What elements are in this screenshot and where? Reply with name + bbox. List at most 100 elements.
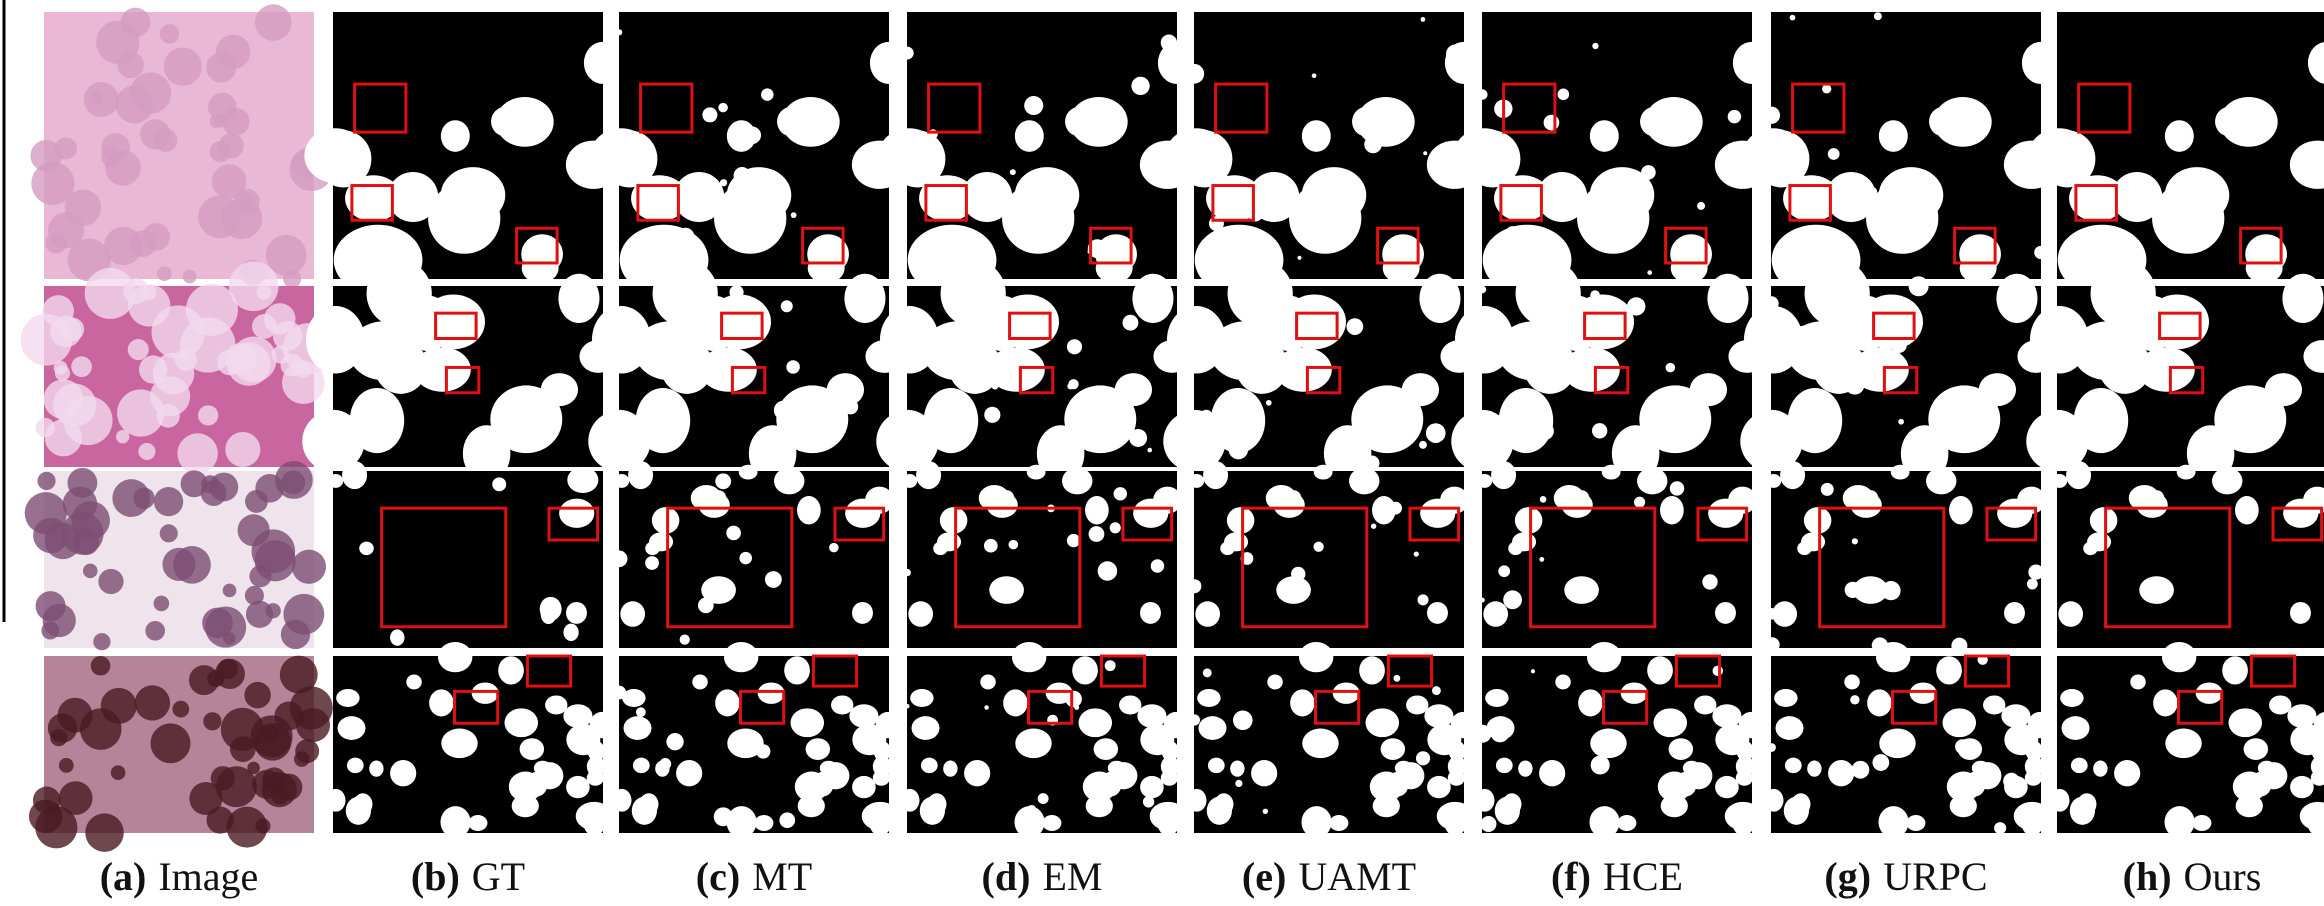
mask-blob: [1420, 499, 1455, 528]
mask-blob: [1485, 689, 1508, 707]
mask-bg: [619, 471, 889, 648]
mask-blob: [583, 810, 605, 836]
mask-blob: [1936, 656, 1962, 684]
mask-blob: [1483, 601, 1508, 627]
noise-blob: [1845, 582, 1861, 598]
noise-blob: [1501, 322, 1507, 328]
tissue-blob: [55, 137, 77, 159]
noise-blob: [1419, 441, 1427, 449]
noise-blob: [1850, 695, 1859, 704]
mask-blob: [1694, 695, 1716, 714]
mask-blob: [1015, 120, 1044, 152]
tissue-blob: [44, 379, 84, 419]
caption-label: URPC: [1883, 854, 1988, 899]
tissue-blob: [255, 819, 270, 834]
noise-blob: [1506, 410, 1511, 415]
noise-blob: [1796, 326, 1809, 339]
noise-blob: [611, 551, 628, 568]
tissue-blob: [67, 468, 97, 498]
noise-blob: [1670, 481, 1684, 495]
mask-blob: [1553, 296, 1601, 351]
noise-blob: [714, 807, 733, 826]
noise-blob: [1122, 315, 1138, 331]
mask-blob: [1737, 741, 1754, 762]
noise-blob: [1702, 574, 1717, 589]
tissue-blob: [257, 285, 272, 300]
mask-blob: [2290, 602, 2311, 624]
mask-blob: [1265, 296, 1313, 351]
mask-blob: [1427, 602, 1448, 624]
mask-blob: [540, 597, 562, 621]
tissue-blob: [177, 433, 217, 473]
noise-blob: [1479, 286, 1487, 294]
tissue-blob: [135, 685, 170, 720]
mask-blob: [2022, 42, 2060, 84]
noise-blob: [1506, 226, 1520, 240]
mask-blob: [2265, 373, 2302, 406]
segmentation-map: [1740, 260, 2055, 482]
segmentation-map: [302, 260, 617, 482]
mask-blob: [690, 296, 738, 351]
mask-blob: [2138, 347, 2195, 391]
tissue-blob: [145, 621, 165, 641]
tissue-blob: [296, 708, 330, 742]
segmentation-map: [2026, 260, 2324, 482]
mask-blob: [870, 42, 908, 84]
tissue-blob: [151, 723, 191, 763]
mask-blob: [1645, 97, 1703, 147]
tissue-blob: [153, 353, 195, 395]
tissue-blob: [154, 487, 183, 516]
mask-blob: [2290, 776, 2314, 798]
mask-blob: [1357, 97, 1415, 147]
noise-blob: [991, 187, 1007, 203]
noise-blob: [1907, 228, 1915, 236]
mask-blob: [584, 42, 622, 84]
noise-blob: [717, 317, 730, 330]
mask-blob: [1979, 373, 2016, 406]
mask-blob: [806, 738, 830, 760]
noise-blob: [1590, 290, 1600, 300]
noise-blob: [1110, 522, 1121, 533]
noise-blob: [1065, 691, 1082, 708]
noise-blob: [1634, 497, 1645, 508]
caption: (b)GT: [411, 854, 525, 899]
mask-blob: [342, 461, 367, 489]
noise-blob: [676, 228, 694, 246]
mask-blob: [1475, 789, 1495, 812]
mask-blob: [2244, 738, 2268, 760]
mask-blob: [1302, 728, 1338, 758]
mask-blob: [346, 797, 371, 825]
input-image: [21, 261, 334, 473]
mask-blob: [1381, 738, 1405, 760]
noise-blob: [1523, 290, 1540, 307]
mask-bg: [907, 471, 1177, 648]
mask-blob: [588, 741, 605, 762]
noise-blob: [1067, 534, 1080, 547]
caption: (e)UAMT: [1242, 854, 1416, 899]
mask-blob: [2130, 674, 2145, 689]
mask-blob: [852, 602, 873, 624]
tissue-blob: [104, 227, 142, 265]
noise-blob: [1956, 406, 1967, 417]
mask-blob: [2162, 642, 2196, 672]
mask-blob: [2222, 656, 2248, 684]
mask-blob: [1949, 496, 1973, 524]
mask-blob: [1647, 656, 1673, 684]
mask-blob: [869, 810, 891, 836]
tissue-blob: [157, 266, 172, 281]
caption-tag: (b): [411, 854, 460, 899]
caption-tag: (a): [100, 854, 147, 899]
mask-blob: [1983, 695, 2005, 714]
mask-blob: [1251, 760, 1277, 786]
mask-blob: [512, 794, 539, 817]
mask-blob: [980, 674, 995, 689]
mask-blob: [338, 716, 366, 740]
mask-blob: [845, 499, 880, 528]
mask-blob: [1864, 490, 1878, 506]
tissue-blob: [266, 603, 281, 618]
noise-blob: [756, 744, 770, 758]
noise-blob: [1452, 753, 1460, 761]
noise-blob: [1234, 533, 1241, 540]
mask-blob: [1788, 388, 1842, 453]
noise-blob: [1186, 448, 1203, 465]
